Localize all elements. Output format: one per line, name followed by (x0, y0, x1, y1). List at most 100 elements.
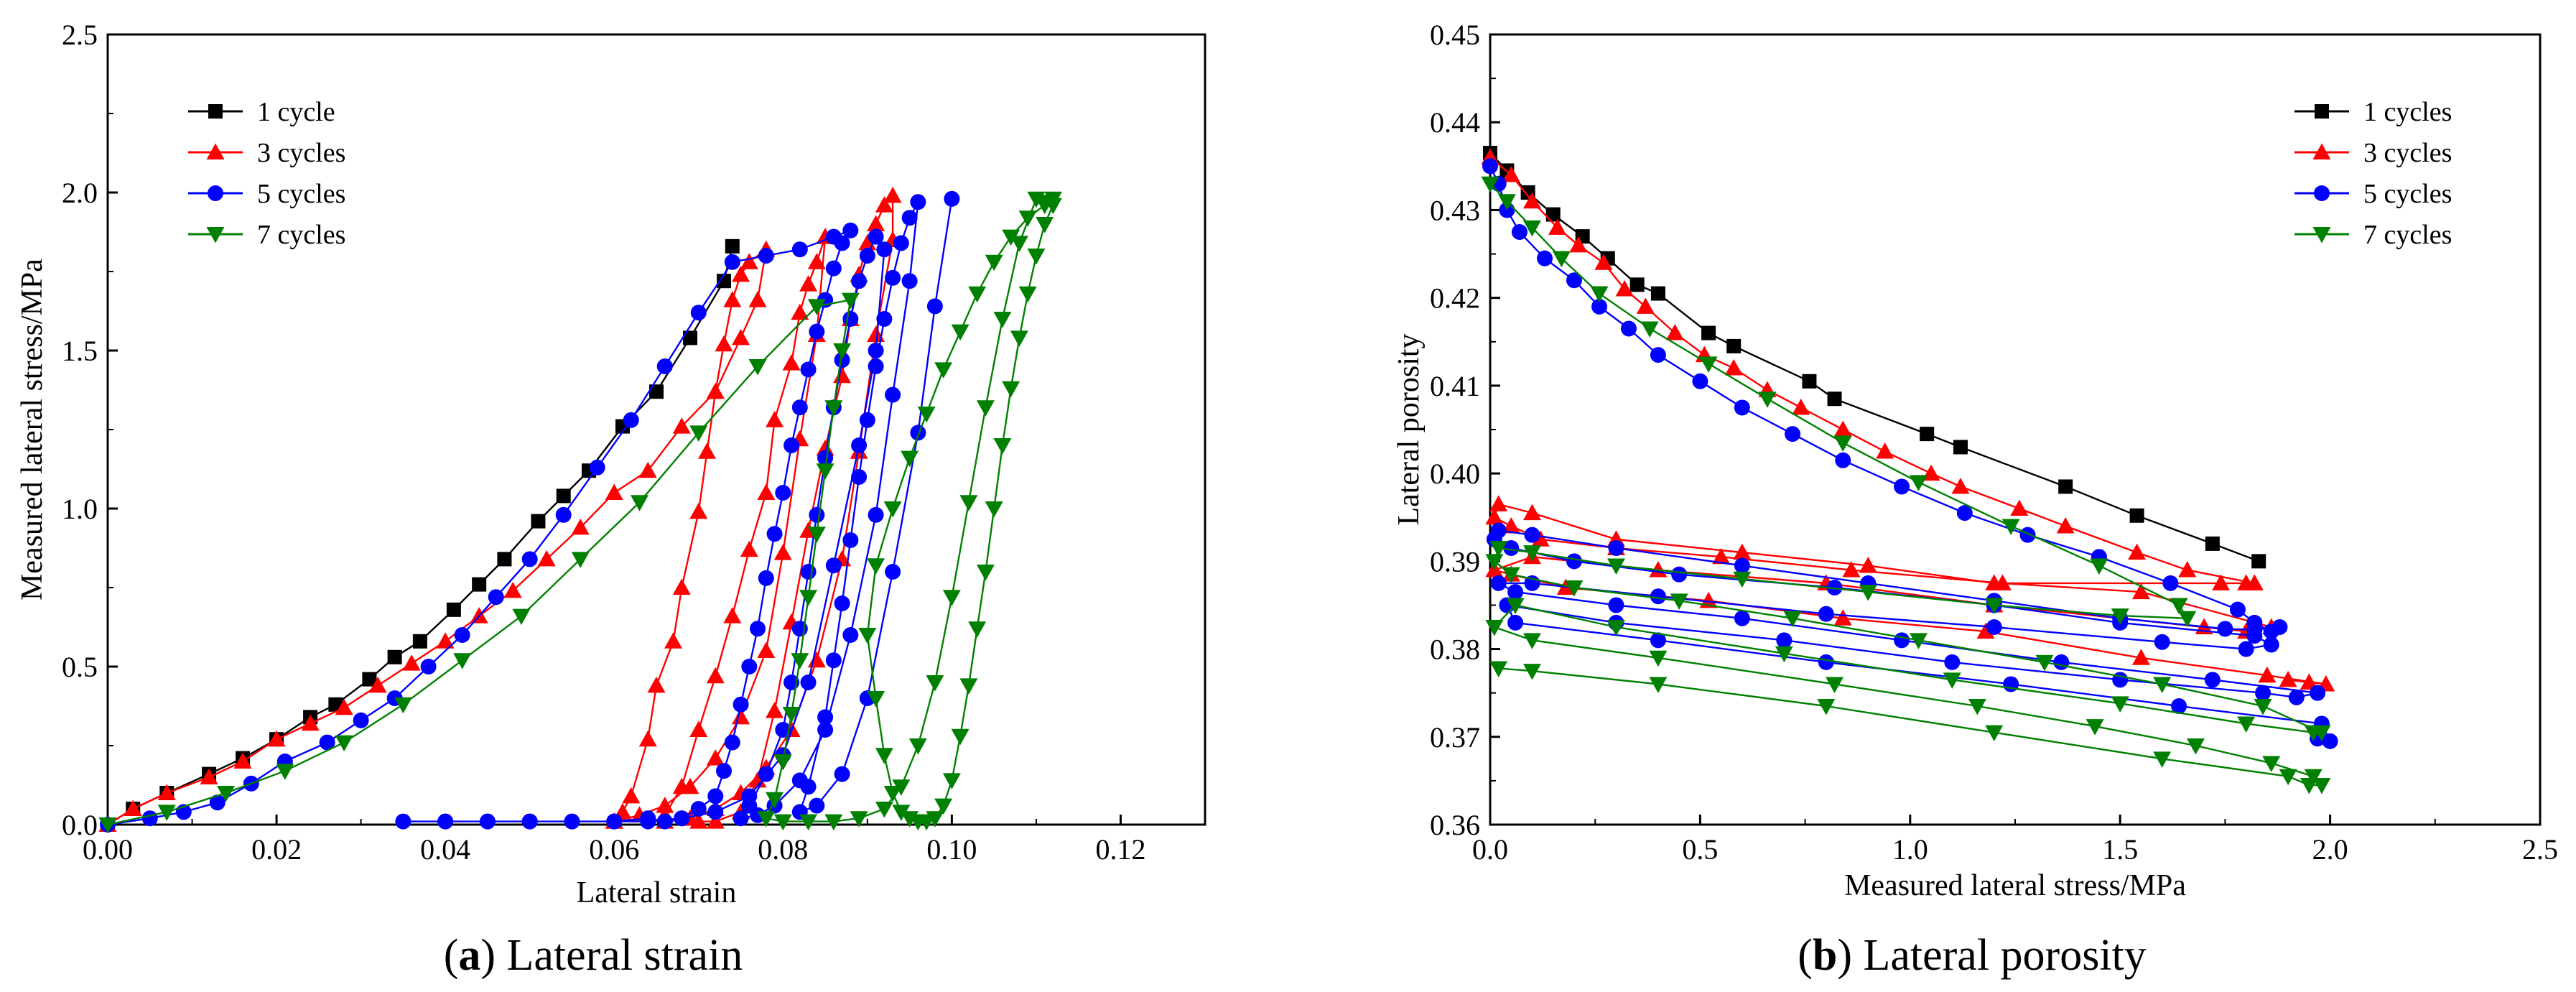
data-point (98, 817, 117, 834)
data-point (1724, 358, 1743, 376)
data-point (893, 235, 909, 251)
data-point (985, 501, 1003, 518)
data-point (851, 273, 868, 289)
data-point (664, 632, 683, 649)
data-point (1943, 672, 1961, 689)
data-point (556, 488, 571, 504)
data-point (1734, 610, 1750, 626)
data-point (1817, 699, 1836, 715)
data-point (885, 564, 901, 580)
data-point (809, 797, 825, 814)
data-point (875, 748, 893, 764)
data-point (1792, 398, 1810, 415)
data-point (209, 794, 225, 811)
y-tick-label: 0.42 (1430, 282, 1480, 315)
data-point (716, 763, 733, 779)
data-point (690, 801, 707, 817)
data-point (868, 506, 884, 523)
data-point (1776, 632, 1792, 649)
x-tick-label: 2.5 (2522, 833, 2558, 866)
data-point (2204, 672, 2221, 688)
data-point (859, 412, 875, 428)
data-point (807, 651, 826, 668)
legend-marker (206, 143, 225, 159)
data-point (868, 343, 884, 358)
legend-entry: 1 cycle (188, 97, 335, 127)
data-point (782, 354, 801, 371)
x-axis-label: Measured lateral stress/MPa (1844, 869, 2186, 902)
data-point (732, 265, 750, 282)
data-point (1758, 391, 1777, 408)
data-point (825, 260, 842, 277)
data-point (2262, 756, 2281, 772)
data-point (362, 672, 377, 687)
data-point (2131, 649, 2150, 665)
data-point (733, 810, 749, 827)
y-tick-label: 0.0 (62, 809, 98, 841)
data-point (926, 675, 944, 692)
data-point (2086, 719, 2104, 736)
data-point (606, 813, 623, 830)
data-point (2162, 575, 2179, 591)
data-point (2171, 698, 2187, 714)
y-tick-label: 0.40 (1430, 458, 1480, 490)
data-point (479, 813, 496, 830)
data-point (2131, 583, 2150, 600)
legend-label: 5 cycles (2363, 179, 2452, 209)
data-point (124, 799, 142, 816)
legend-entry: 3 cycles (188, 138, 345, 168)
data-point (571, 552, 590, 568)
data-point (2153, 751, 2172, 768)
data-point (2178, 611, 2197, 628)
data-point (885, 269, 901, 286)
series-line (1489, 165, 2331, 743)
data-point (959, 678, 978, 695)
data-point (2272, 619, 2288, 635)
data-point (707, 788, 724, 805)
data-point (2112, 672, 2129, 688)
x-tick-label: 0.12 (1095, 833, 1145, 866)
data-point (683, 330, 698, 346)
data-point (1909, 633, 1928, 649)
data-point (1920, 427, 1935, 442)
y-tick-label: 0.39 (1430, 545, 1480, 578)
data-point (521, 551, 538, 567)
data-point (2170, 598, 2188, 614)
data-point (2279, 769, 2297, 786)
data-point (2263, 636, 2279, 653)
data-point (335, 735, 353, 752)
data-point (674, 810, 690, 827)
data-point (2178, 561, 2197, 578)
data-point (883, 786, 902, 802)
data-point (876, 311, 893, 327)
data-point (1569, 236, 1588, 253)
data-point (875, 802, 893, 818)
data-point (706, 382, 725, 399)
data-point (842, 627, 859, 643)
data-point (766, 411, 784, 427)
data-point (2090, 558, 2108, 575)
data-point (437, 813, 454, 830)
data-point (934, 798, 953, 815)
y-tick-label: 2.0 (62, 177, 98, 209)
data-point (850, 811, 868, 828)
data-point (2129, 508, 2144, 523)
data-point (1566, 553, 1582, 570)
legend-label: 1 cycles (2363, 97, 2452, 127)
data-point (800, 675, 817, 690)
data-point (1827, 391, 1842, 407)
data-point (959, 495, 978, 511)
data-point (817, 450, 834, 466)
data-point (2279, 670, 2297, 687)
y-tick-label: 0.5 (62, 651, 98, 683)
data-point (748, 771, 767, 788)
y-tick-label: 0.44 (1430, 106, 1480, 139)
data-point (2053, 654, 2070, 670)
data-point (1608, 540, 1624, 556)
data-point (1489, 541, 1508, 557)
data-point (825, 652, 842, 669)
data-point (1944, 654, 1961, 670)
data-point (368, 676, 387, 693)
legend-label: 7 cycles (2363, 220, 2452, 250)
data-point (2154, 634, 2170, 650)
